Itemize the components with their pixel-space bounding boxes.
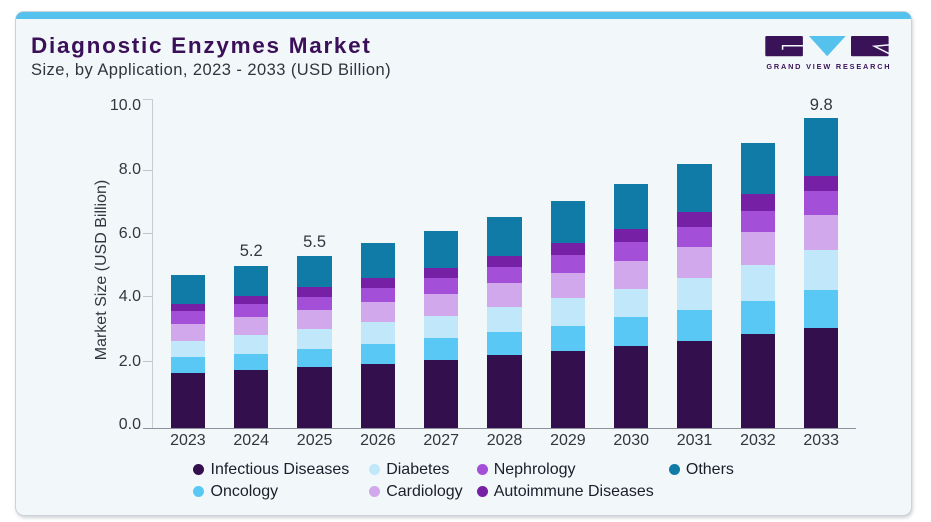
svg-text:GRAND VIEW RESEARCH: GRAND VIEW RESEARCH bbox=[766, 62, 891, 71]
